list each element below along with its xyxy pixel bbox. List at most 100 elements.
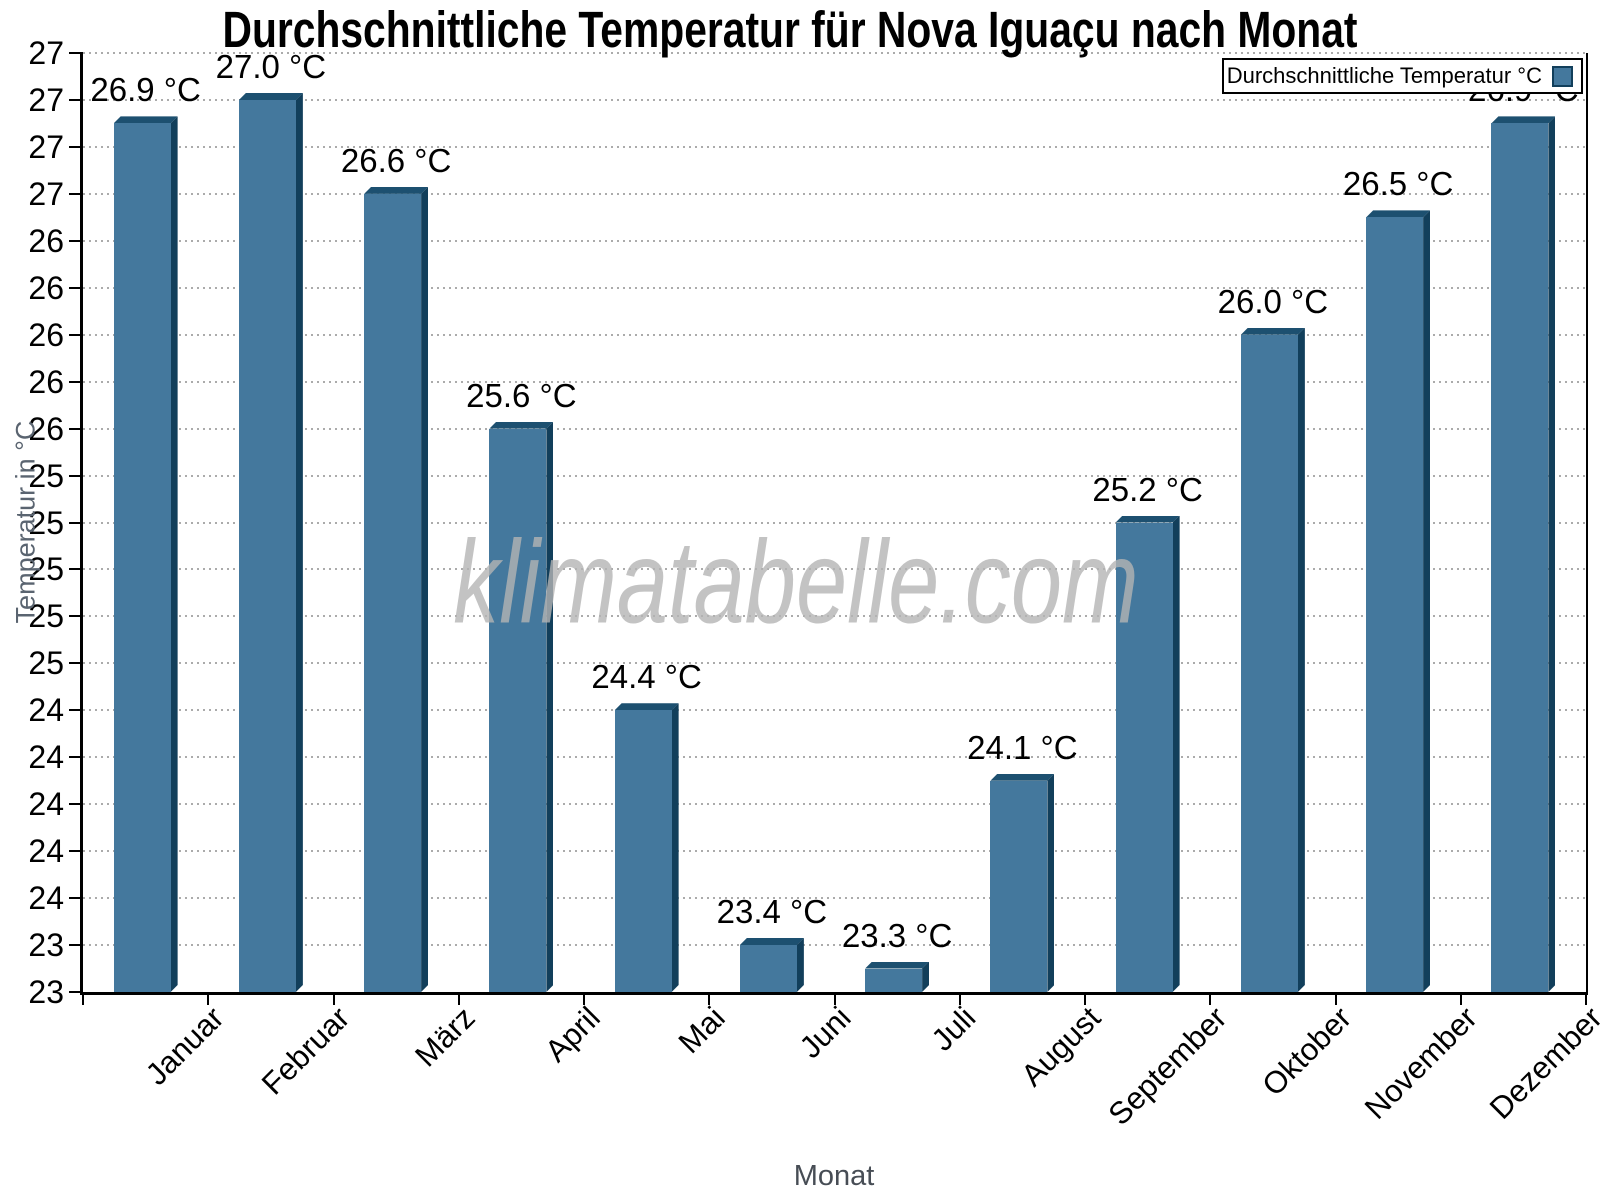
bar-value-label-august: 24.1 °C (967, 728, 1078, 766)
bar-oktober (1240, 328, 1305, 992)
bar-top-face-juni (740, 938, 804, 945)
x-axis-tick (332, 992, 335, 1005)
y-axis-tick-label: 25 (28, 598, 64, 635)
x-axis-tick (207, 992, 210, 1005)
bar-value-label-februar: 27.0 °C (215, 47, 327, 85)
bar-front-november (1366, 217, 1424, 992)
bar-side-face-mai (672, 703, 679, 992)
y-axis-tick-label: 26 (28, 316, 64, 353)
legend-swatch-icon (1552, 65, 1573, 87)
bar-november (1366, 210, 1430, 992)
bar-top-face-dezember (1491, 116, 1555, 123)
y-axis-tick (69, 286, 83, 289)
y-axis-tick (69, 662, 83, 665)
y-axis-tick-label: 25 (28, 645, 64, 682)
bar-value-label-juli: 23.3 °C (841, 916, 953, 954)
bar-top-face-september (1116, 516, 1180, 523)
y-axis-tick-label: 27 (28, 128, 64, 165)
gridline (83, 944, 1586, 947)
y-axis-tick (69, 709, 83, 712)
gridline (83, 145, 1586, 148)
x-axis-label-august: August (1014, 1000, 1108, 1093)
gridline (83, 98, 1586, 101)
bar-value-label-september: 25.2 °C (1092, 470, 1203, 508)
x-axis-label-maerz: März (408, 1000, 482, 1074)
y-axis-tick (69, 333, 83, 336)
gridline (83, 474, 1586, 477)
gridline (83, 427, 1586, 430)
y-axis-tick (69, 897, 83, 900)
bar-front-august (990, 780, 1048, 992)
bar-top-face-juli (865, 962, 929, 969)
x-axis-tick (833, 992, 836, 1005)
right-border-line (1586, 53, 1588, 995)
x-axis-tick (1459, 992, 1462, 1005)
x-axis-label-dezember: Dezember (1482, 1000, 1600, 1126)
bar-side-face-august (1047, 774, 1054, 992)
x-axis-label-mai: Mai (671, 1000, 732, 1061)
y-axis-tick (69, 380, 83, 383)
bar-value-label-oktober: 26.0 °C (1217, 282, 1329, 320)
y-axis-tick (69, 803, 83, 806)
bar-side-face-januar (171, 116, 178, 992)
bar-maerz (364, 187, 428, 992)
bar-september (1115, 516, 1180, 992)
y-axis-tick-label: 25 (28, 457, 64, 494)
bar-top-face-oktober (1241, 328, 1305, 335)
gridline (83, 756, 1586, 759)
y-axis-tick (69, 944, 83, 947)
y-axis-tick (69, 192, 83, 195)
bar-top-face-april (489, 422, 553, 429)
y-axis-tick (69, 615, 83, 618)
gridline (83, 568, 1586, 571)
gridline (83, 333, 1586, 336)
bar-top-face-maerz (364, 187, 428, 194)
y-axis-tick-label: 25 (28, 551, 64, 588)
bar-value-label-maerz: 26.6 °C (340, 141, 452, 179)
bar-februar (238, 93, 303, 992)
y-axis-tick-label: 26 (28, 410, 64, 447)
bar-value-label-mai: 24.4 °C (591, 658, 702, 696)
bar-side-face-dezember (1548, 116, 1555, 992)
y-axis-tick-label: 23 (28, 927, 64, 964)
y-axis-tick-label: 24 (28, 786, 64, 823)
bar-side-face-maerz (421, 187, 428, 992)
watermark: klimatabelle.com (453, 516, 1139, 649)
bar-front-dezember (1491, 123, 1549, 992)
y-axis-tick (69, 474, 83, 477)
chart-title: Durchschnittliche Temperatur für Nova Ig… (222, 1, 1358, 58)
y-axis-tick (69, 521, 83, 524)
x-axis-label-juni: Juni (792, 1000, 858, 1065)
bar-front-september (1115, 522, 1173, 992)
y-axis-title: Temperatur in °C (10, 420, 41, 624)
y-axis-tick-label: 26 (28, 363, 64, 400)
y-axis-tick-label: 27 (28, 81, 64, 118)
bar-value-label-april: 25.6 °C (466, 376, 577, 414)
y-axis-tick-label: 25 (28, 504, 64, 541)
x-axis-tick (1084, 992, 1086, 1005)
bar-front-juni (739, 945, 797, 992)
x-axis-label-januar: Januar (139, 1000, 231, 1092)
y-axis-tick (69, 991, 83, 993)
legend-label: Durchschnittliche Temperatur °C (1226, 63, 1542, 88)
y-axis-tick (69, 427, 83, 430)
y-axis-tick (69, 756, 83, 759)
y-axis-tick-label: 24 (28, 833, 64, 870)
y-axis-tick-label: 27 (28, 35, 64, 71)
bar-front-mai (614, 710, 672, 992)
gridline (83, 850, 1586, 853)
gridline (83, 803, 1586, 806)
bar-front-maerz (364, 193, 422, 992)
bar-top-face-august (990, 774, 1054, 781)
x-axis-tick (708, 992, 711, 1005)
bar-side-face-oktober (1298, 328, 1305, 992)
x-axis-tick (457, 992, 460, 1005)
bar-top-face-februar (239, 93, 303, 100)
x-axis-label-september: September (1101, 1000, 1233, 1132)
bar-front-juli (865, 968, 923, 992)
y-axis-tick (69, 568, 83, 571)
y-axis-tick (69, 239, 83, 242)
gridline (83, 239, 1586, 242)
x-axis-title: Monat (793, 1160, 875, 1192)
